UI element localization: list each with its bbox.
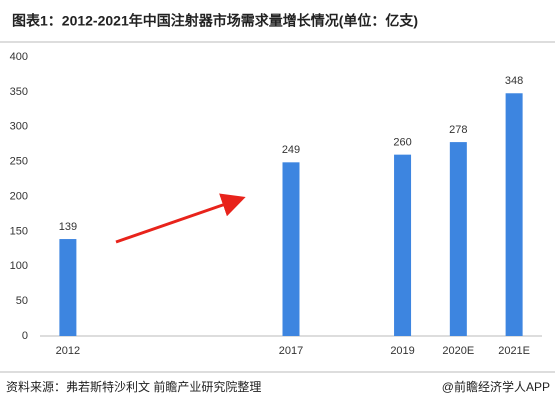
- x-tick-label: 2012: [56, 345, 80, 357]
- y-tick-label: 150: [10, 225, 28, 237]
- chart-title: 图表1：2012-2021年中国注射器市场需求量增长情况(单位：亿支): [12, 13, 418, 29]
- y-tick-label: 50: [16, 295, 28, 307]
- x-tick-label: 2020E: [442, 345, 474, 357]
- value-label: 278: [449, 124, 467, 136]
- y-tick-label: 400: [10, 51, 28, 63]
- x-tick-label: 2019: [390, 345, 414, 357]
- x-tick-label: 2017: [279, 345, 303, 357]
- value-label: 139: [59, 221, 77, 233]
- source: 资料来源：弗若斯特沙利文 前瞻产业研究院整理: [6, 379, 261, 394]
- y-tick-label: 200: [10, 190, 28, 202]
- bar: [394, 154, 412, 336]
- y-tick-label: 0: [22, 330, 28, 342]
- y-tick-label: 100: [10, 260, 28, 272]
- trend-arrow: [115, 193, 246, 244]
- bar: [505, 93, 523, 337]
- y-tick-label: 300: [10, 121, 28, 133]
- bar: [282, 162, 300, 336]
- value-label: 348: [505, 75, 523, 87]
- bar: [449, 142, 467, 336]
- y-tick-label: 250: [10, 156, 28, 168]
- y-tick-label: 350: [10, 86, 28, 98]
- x-tick-label: 2021E: [498, 345, 530, 357]
- value-label: 249: [282, 144, 300, 156]
- bar: [59, 239, 77, 336]
- credit: @前瞻经济学人APP: [442, 379, 550, 394]
- value-label: 260: [393, 137, 411, 149]
